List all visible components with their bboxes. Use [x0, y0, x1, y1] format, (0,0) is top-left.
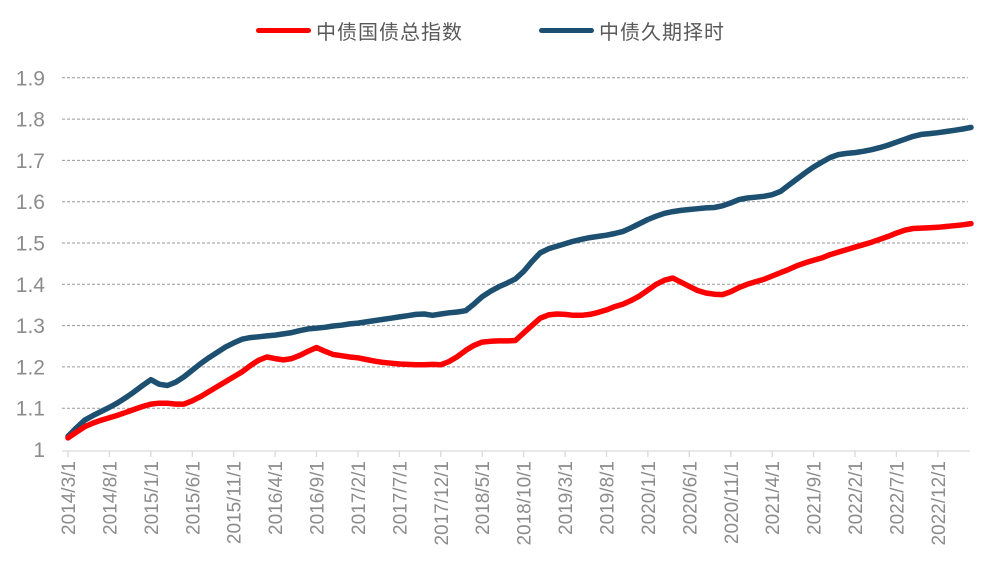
y-tick-label: 1.5 [16, 233, 45, 256]
y-tick-label: 1.9 [16, 67, 45, 90]
y-tick-label: 1.1 [16, 398, 45, 421]
x-tick-label: 2016/4/1 [266, 461, 287, 535]
x-tick-label: 2018/5/1 [473, 461, 494, 535]
x-tick-label: 2017/12/1 [432, 461, 453, 546]
y-tick-label: 1.4 [16, 274, 46, 297]
x-tick-label: 2017/7/1 [390, 461, 411, 535]
x-tick-label: 2014/8/1 [100, 461, 121, 535]
x-tick-label: 2020/6/1 [680, 461, 701, 535]
x-tick-label: 2014/3/1 [59, 461, 80, 535]
legend-item-treasury-total-index: 中债国债总指数 [256, 16, 463, 45]
x-tick-label: 2016/9/1 [308, 461, 329, 535]
x-tick-label: 2017/2/1 [349, 461, 370, 535]
y-tick-label: 1.2 [16, 356, 45, 379]
legend-line-blue-icon [539, 28, 594, 33]
legend-item-duration-timing: 中债久期择时 [539, 16, 725, 45]
x-tick-label: 2020/1/1 [639, 461, 660, 535]
y-tick-label: 1.6 [16, 191, 45, 214]
chart-legend: 中债国债总指数 中债久期择时 [0, 16, 981, 45]
x-tick-label: 2021/4/1 [763, 461, 784, 535]
x-tick-label: 2019/8/1 [598, 461, 619, 535]
legend-label-treasury-total-index: 中债国债总指数 [316, 22, 463, 44]
y-tick-label: 1.7 [16, 150, 45, 173]
series-line-1 [65, 220, 974, 441]
y-tick-label: 1 [33, 439, 45, 462]
x-tick-label: 2019/3/1 [556, 461, 577, 535]
x-tick-label: 2022/12/1 [929, 461, 950, 546]
x-tick-label: 2020/11/1 [722, 461, 743, 544]
legend-label-duration-timing: 中债久期择时 [599, 22, 725, 44]
series-line-0 [65, 124, 974, 440]
x-tick-label: 2015/11/1 [225, 461, 246, 544]
x-tick-label: 2015/1/1 [142, 461, 163, 535]
x-tick-label: 2021/9/1 [805, 461, 826, 535]
x-tick-label: 2015/6/1 [183, 461, 204, 535]
x-tick-label: 2018/10/1 [515, 461, 536, 546]
y-tick-label: 1.8 [16, 109, 45, 132]
x-tick-label: 2022/2/1 [846, 461, 867, 535]
legend-line-red-icon [256, 28, 311, 33]
x-tick-label: 2022/7/1 [887, 461, 908, 535]
y-tick-label: 1.3 [16, 315, 45, 338]
